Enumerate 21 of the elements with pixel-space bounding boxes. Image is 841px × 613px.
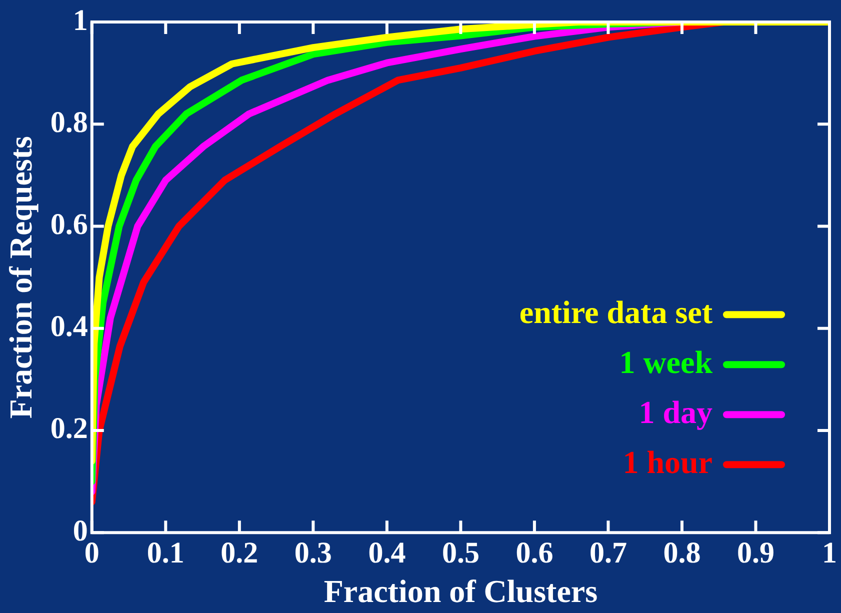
legend-label: 1 hour: [622, 444, 712, 480]
x-tick-label: 0.5: [442, 536, 480, 570]
x-tick-label: 0.8: [663, 536, 701, 570]
legend-label: 1 day: [638, 394, 712, 430]
y-tick-label: 0.6: [50, 208, 88, 241]
y-tick-label: 0.8: [50, 106, 88, 139]
legend-label: entire data set: [519, 294, 713, 330]
x-tick-label: 0.3: [294, 536, 332, 570]
x-tick-label: 0.2: [220, 536, 258, 570]
y-tick-label: 0.4: [50, 310, 88, 344]
x-tick-label: 1: [822, 536, 837, 570]
x-axis-title: Fraction of Clusters: [324, 573, 598, 610]
x-tick-label: 0.7: [589, 536, 627, 570]
x-tick-label: 0.9: [736, 536, 774, 570]
legend-label: 1 week: [619, 344, 713, 380]
y-tick-label: 0.2: [50, 412, 88, 446]
x-tick-label: 0.4: [368, 536, 406, 570]
y-tick-label: 1: [72, 4, 88, 37]
x-tick-label: 0.6: [516, 536, 554, 570]
x-tick-label: 0.1: [146, 536, 184, 570]
y-axis-title: Fraction of Requests: [2, 136, 38, 419]
